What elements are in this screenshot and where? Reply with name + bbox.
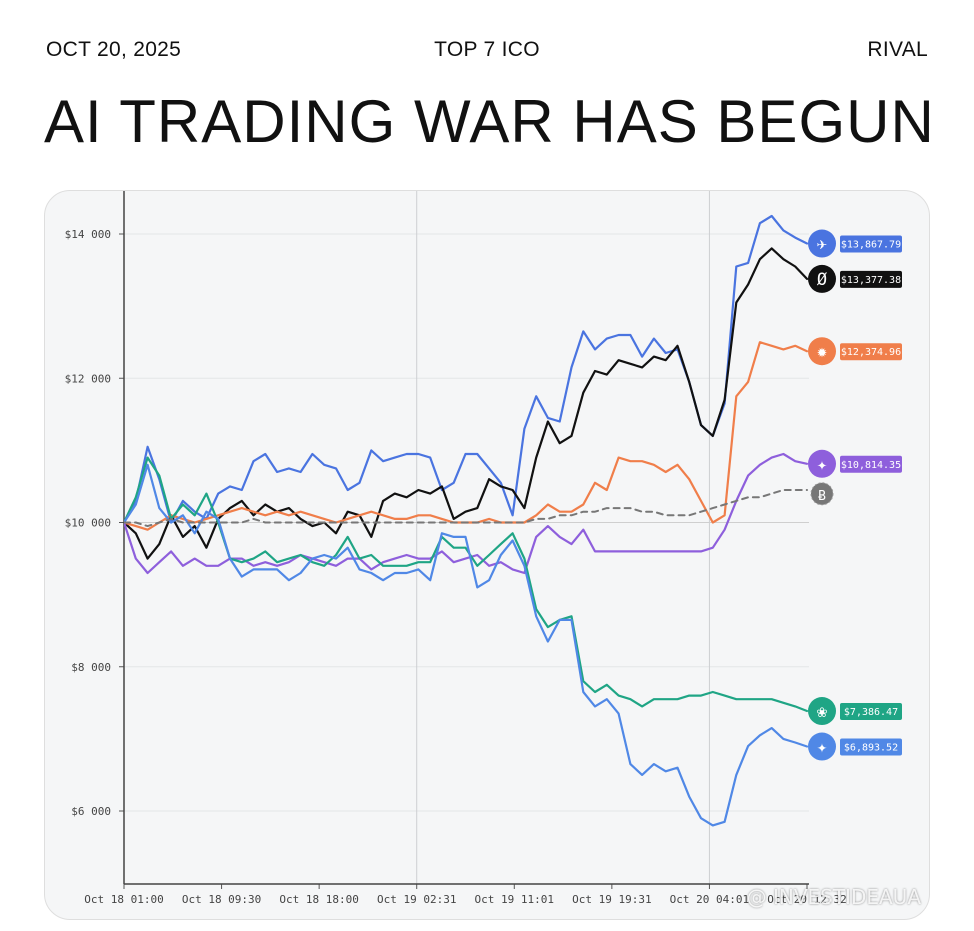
sunburst-icon-glyph: ✹ <box>817 342 827 362</box>
y-tick-label: $12 000 <box>65 372 111 385</box>
headline: AI TRADING WAR HAS BEGUN <box>44 88 935 155</box>
end-value-label: $13,867.79 <box>841 240 901 251</box>
x-tick-label: Oct 19 11:01 <box>475 893 554 906</box>
axes <box>119 191 809 889</box>
y-tick-label: $8 000 <box>71 661 111 674</box>
end-label-bg <box>840 235 902 253</box>
end-label-bg <box>840 455 902 473</box>
x-tick-label: Oct 19 02:31 <box>377 893 456 906</box>
x-tick-label: Oct 20 04:01 <box>670 893 749 906</box>
end-value-label: $12,374.96 <box>841 347 901 358</box>
x-tick-label: Oct 18 18:00 <box>279 893 358 906</box>
series-lines <box>124 214 809 827</box>
bitcoin-icon <box>810 482 834 506</box>
end-marker-6: Ƀ <box>810 482 834 506</box>
end-value-label: $13,377.38 <box>841 275 901 286</box>
gemini-icon-glyph: ✦ <box>817 738 827 758</box>
y-tick-label: $10 000 <box>65 517 111 530</box>
end-label-bg <box>840 738 902 756</box>
whale-icon <box>808 229 836 258</box>
spiral-icon-glyph: Ø <box>817 270 827 290</box>
date-label: OCT 20, 2025 <box>46 38 182 61</box>
end-labels: ✈ $13,867.79 Ø $13,377.38 ✹ $12,374.96 ✦ $10,81… <box>808 229 902 761</box>
x-axis-ticks: Oct 18 01:00 Oct 18 09:30 Oct 18 18:00 Oct … <box>84 893 846 906</box>
whale-icon-glyph: ✈ <box>817 235 827 255</box>
line-chart: $6 000 $8 000 $10 000 $12 000 $14 000 Oct 18… <box>65 191 902 906</box>
end-marker-4: ❀ $7,386.47 <box>808 697 902 726</box>
series-line-2 <box>124 341 809 531</box>
end-marker-1: Ø $13,377.38 <box>808 264 902 293</box>
y-tick-label: $14 000 <box>65 228 111 241</box>
series-line-5 <box>124 463 809 827</box>
spiral-icon <box>808 264 836 293</box>
top-bar: OCT 20, 2025 TOP 7 ICO RIVAL <box>46 36 928 64</box>
end-marker-5: ✦ $6,893.52 <box>808 732 902 761</box>
x-tick-label: Oct 20 12:32 <box>767 893 846 906</box>
grok-icon <box>808 449 836 478</box>
end-label-bg <box>840 703 902 721</box>
end-label-bg <box>840 343 902 361</box>
end-value-label: $7,386.47 <box>844 707 898 718</box>
gemini-icon <box>808 732 836 761</box>
y-axis-ticks: $6 000 $8 000 $10 000 $12 000 $14 000 <box>65 228 111 818</box>
end-value-label: $6,893.52 <box>844 743 898 754</box>
sunburst-icon <box>808 337 836 366</box>
series-line-4 <box>124 456 809 713</box>
series-line-6 <box>124 489 808 528</box>
x-tick-label: Oct 18 01:00 <box>84 893 163 906</box>
series-line-3 <box>124 452 809 575</box>
end-marker-0: ✈ $13,867.79 <box>808 229 902 258</box>
end-value-label: $10,814.35 <box>841 460 901 471</box>
brand-label: RIVAL <box>867 38 928 61</box>
series-line-1 <box>124 247 809 560</box>
openai-icon-glyph: ❀ <box>817 702 827 722</box>
watermark: @ INVESTIDEAUA <box>746 885 921 909</box>
series-line-0 <box>124 214 809 524</box>
end-marker-3: ✦ $10,814.35 <box>808 449 902 478</box>
grok-icon-glyph: ✦ <box>817 455 827 475</box>
openai-icon <box>808 697 836 726</box>
y-tick-label: $6 000 <box>71 805 111 818</box>
x-tick-label: Oct 18 09:30 <box>182 893 261 906</box>
end-marker-2: ✹ $12,374.96 <box>808 337 902 366</box>
end-label-bg <box>840 270 902 288</box>
chart-card: $6 000 $8 000 $10 000 $12 000 $14 000 Oct 18… <box>44 190 930 920</box>
bitcoin-icon-glyph: Ƀ <box>818 489 826 504</box>
x-tick-label: Oct 19 19:31 <box>572 893 651 906</box>
series-label: TOP 7 ICO <box>434 38 540 61</box>
